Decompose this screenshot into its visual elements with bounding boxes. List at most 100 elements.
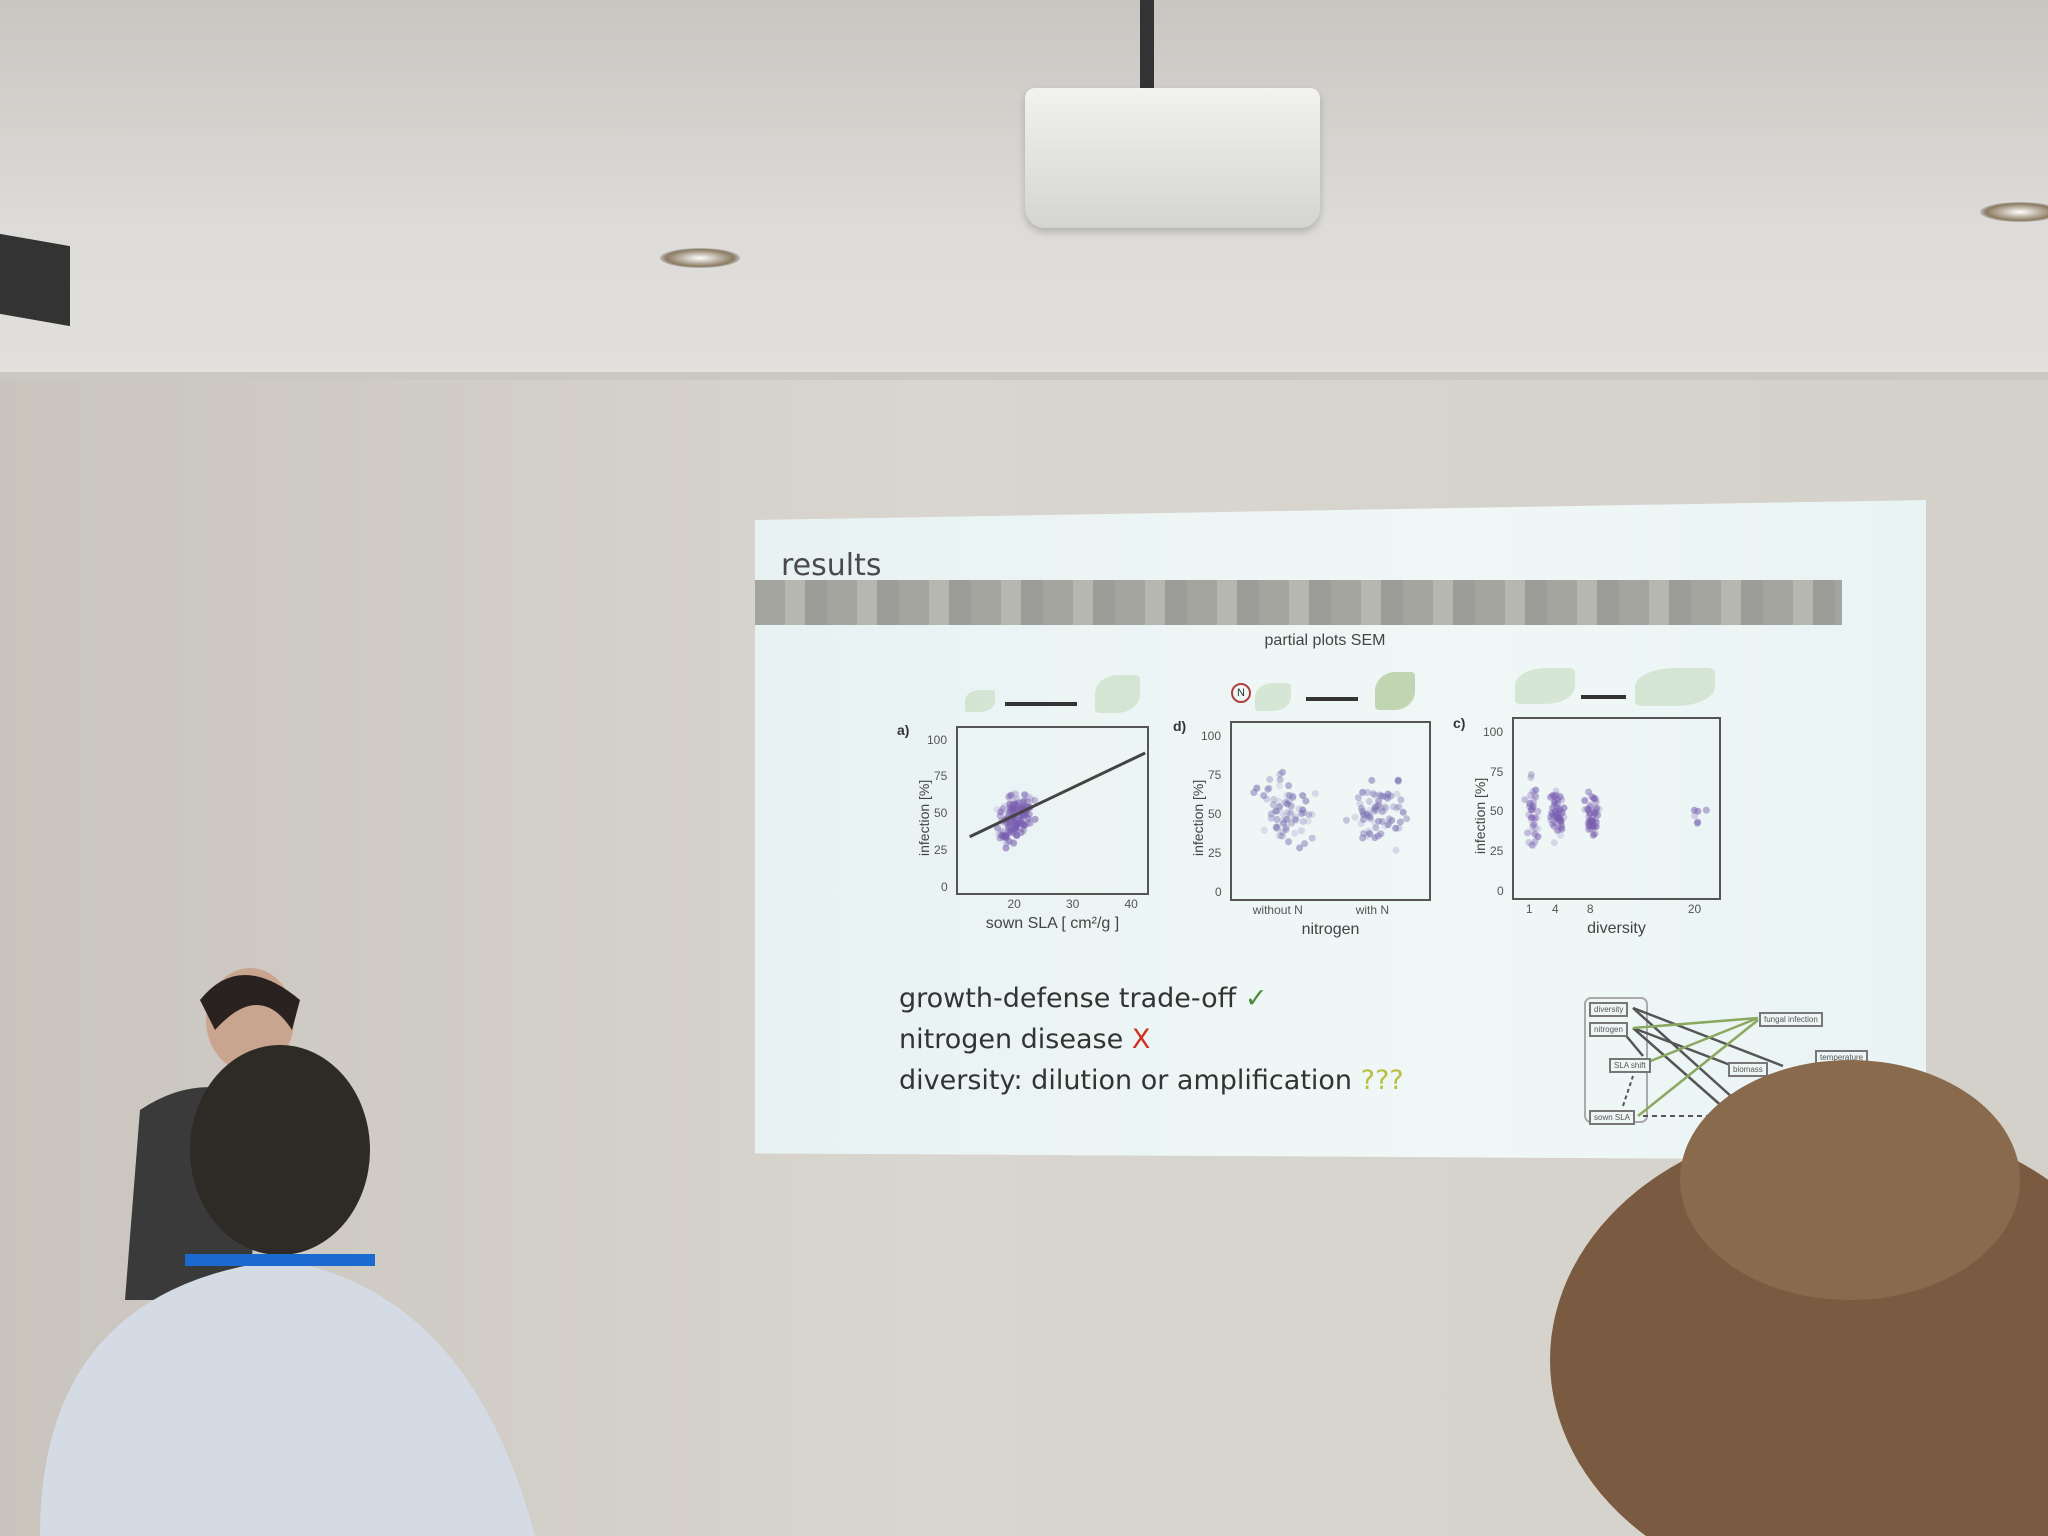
data-point (1585, 788, 1593, 796)
plot-a (956, 726, 1149, 895)
data-point (1281, 799, 1289, 807)
data-point (1525, 800, 1533, 808)
x-tick-label: 4 (1552, 902, 1559, 916)
data-point (1311, 790, 1319, 798)
data-point (1690, 806, 1698, 814)
data-point (1528, 841, 1536, 849)
data-point (1525, 838, 1533, 846)
panel-label-c: c) (1453, 715, 1466, 731)
data-point (1287, 808, 1295, 816)
data-point (1531, 839, 1539, 847)
y-tick-label: 50 (1490, 804, 1504, 819)
plot-d (1230, 721, 1431, 901)
data-point (1269, 801, 1277, 809)
data-point (1273, 815, 1281, 823)
data-point (1392, 804, 1400, 812)
data-point (1691, 812, 1699, 820)
data-point (1397, 796, 1405, 804)
data-point (1027, 796, 1035, 804)
y-tick-label: 100 (927, 732, 948, 747)
data-point (1371, 805, 1379, 813)
y-tick-label: 25 (934, 842, 948, 857)
data-point (1547, 793, 1555, 801)
panel-label-d: d) (1173, 718, 1187, 734)
sem-node: fungal infection (1759, 1012, 1823, 1027)
data-point (1552, 820, 1560, 828)
data-point (1276, 776, 1284, 784)
data-point (1279, 768, 1287, 776)
y-tick-label: 75 (934, 769, 948, 784)
data-point (1368, 776, 1376, 784)
y-tick-label: 75 (1490, 764, 1504, 779)
y-tick-label: 0 (941, 879, 948, 894)
x-tick-label: 30 (1065, 897, 1080, 911)
data-point (1372, 824, 1380, 832)
data-point (1380, 807, 1388, 815)
data-point (1384, 821, 1392, 829)
ceiling (0, 0, 2048, 380)
question-marks: ??? (1360, 1065, 1404, 1096)
data-point (1250, 789, 1258, 797)
data-point (1547, 813, 1555, 821)
data-point (1026, 819, 1034, 827)
data-point (1012, 822, 1020, 830)
data-point (1005, 794, 1013, 802)
data-point (1285, 791, 1293, 799)
data-point (1006, 803, 1014, 811)
cross-icon: X (1131, 1024, 1151, 1055)
data-point (1308, 811, 1316, 819)
y-tick-label: 0 (1497, 884, 1504, 899)
data-point (993, 805, 1001, 813)
data-point (1002, 844, 1010, 852)
data-point (1592, 816, 1600, 824)
data-point (1006, 800, 1014, 808)
nitrogen-icon: N (1231, 683, 1251, 703)
x-tick-label: 1 (1525, 902, 1533, 916)
audience-member-man (40, 1045, 535, 1536)
data-point (1560, 804, 1568, 812)
data-point (1291, 815, 1299, 823)
data-point (1557, 824, 1565, 832)
data-point (1291, 829, 1299, 837)
projector (1025, 88, 1320, 228)
data-point (1588, 823, 1596, 831)
data-point (1360, 811, 1368, 819)
data-point (1298, 809, 1306, 817)
x-axis-label: nitrogen (1301, 921, 1360, 938)
data-point (1287, 802, 1295, 810)
data-point (1276, 832, 1284, 840)
data-point (1276, 782, 1284, 790)
data-point (1556, 823, 1564, 831)
data-point (1382, 804, 1390, 812)
data-point (1019, 819, 1027, 827)
data-point (1528, 823, 1536, 831)
bullet-nitrogen: nitrogen disease X (899, 1024, 1150, 1055)
data-point (1592, 823, 1600, 831)
y-axis-label: infection [%] (1472, 777, 1488, 854)
data-point (1342, 816, 1350, 824)
data-point (1004, 821, 1012, 829)
audience-and-presenter (40, 968, 2048, 1536)
data-point (1528, 806, 1536, 814)
data-point (1557, 817, 1565, 825)
data-point (1374, 832, 1382, 840)
data-point (1270, 795, 1278, 803)
data-point (1356, 800, 1364, 808)
leaves-icon (1515, 668, 1575, 704)
data-point (1305, 811, 1313, 819)
data-point (1017, 829, 1025, 837)
data-point (1584, 806, 1592, 814)
data-point (996, 812, 1004, 820)
data-point (1308, 834, 1316, 842)
data-point (1021, 791, 1029, 799)
data-point (1527, 814, 1535, 822)
projected-slide: results partial plots SEM a) N d) c) gro… (755, 500, 1926, 1160)
plot-marks (1520, 770, 1710, 849)
data-point (1595, 805, 1603, 813)
data-point (1551, 798, 1559, 806)
data-point (1392, 824, 1400, 832)
ceiling-light (1980, 202, 2048, 222)
data-point (1285, 782, 1293, 790)
data-point (1005, 837, 1013, 845)
check-icon: ✓ (1244, 983, 1268, 1014)
